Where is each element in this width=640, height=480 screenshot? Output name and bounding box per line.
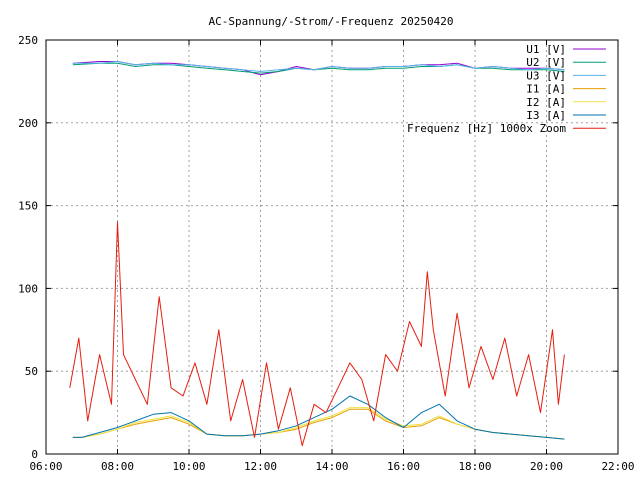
y-tick-label: 250 <box>18 34 38 47</box>
x-tick-label: 18:00 <box>458 460 491 473</box>
x-tick-label: 08:00 <box>101 460 134 473</box>
legend-label: Frequenz [Hz] 1000x Zoom <box>407 122 566 135</box>
legend-label: I3 [A] <box>526 109 566 122</box>
y-tick-label: 100 <box>18 282 38 295</box>
y-tick-label: 50 <box>25 365 38 378</box>
legend: U1 [V]U2 [V]U3 [V]I1 [A]I2 [A]I3 [A]Freq… <box>407 43 606 135</box>
series-group <box>69 61 565 447</box>
x-tick-label: 10:00 <box>172 460 205 473</box>
series-line-6 <box>69 221 565 447</box>
x-tick-label: 14:00 <box>315 460 348 473</box>
series-line-4 <box>72 407 565 440</box>
x-tick-label: 06:00 <box>29 460 62 473</box>
series-line-1 <box>72 62 565 74</box>
series-line-3 <box>72 408 565 440</box>
legend-label: U1 [V] <box>526 43 566 56</box>
series-line-2 <box>72 61 565 72</box>
y-tick-label: 150 <box>18 200 38 213</box>
chart-title: AC-Spannung/-Strom/-Frequenz 20250420 <box>208 15 453 28</box>
x-tick-label: 20:00 <box>530 460 563 473</box>
x-tick-label: 16:00 <box>387 460 420 473</box>
x-axis: 06:00 08:00 10:00 12:00 14:00 16:00 18:00 20:00… <box>29 40 635 473</box>
series-line-5 <box>72 395 565 440</box>
grid <box>46 40 618 454</box>
x-tick-label: 12:00 <box>244 460 277 473</box>
y-tick-label: 0 <box>31 448 38 461</box>
y-tick-label: 200 <box>18 117 38 130</box>
legend-label: U2 [V] <box>526 56 566 69</box>
legend-label: U3 [V] <box>526 69 566 82</box>
x-tick-label: 22:00 <box>601 460 634 473</box>
legend-label: I1 [A] <box>526 83 566 96</box>
y-axis: 0 50 100 150 200 250 <box>18 34 618 461</box>
legend-label: I2 [A] <box>526 96 566 109</box>
